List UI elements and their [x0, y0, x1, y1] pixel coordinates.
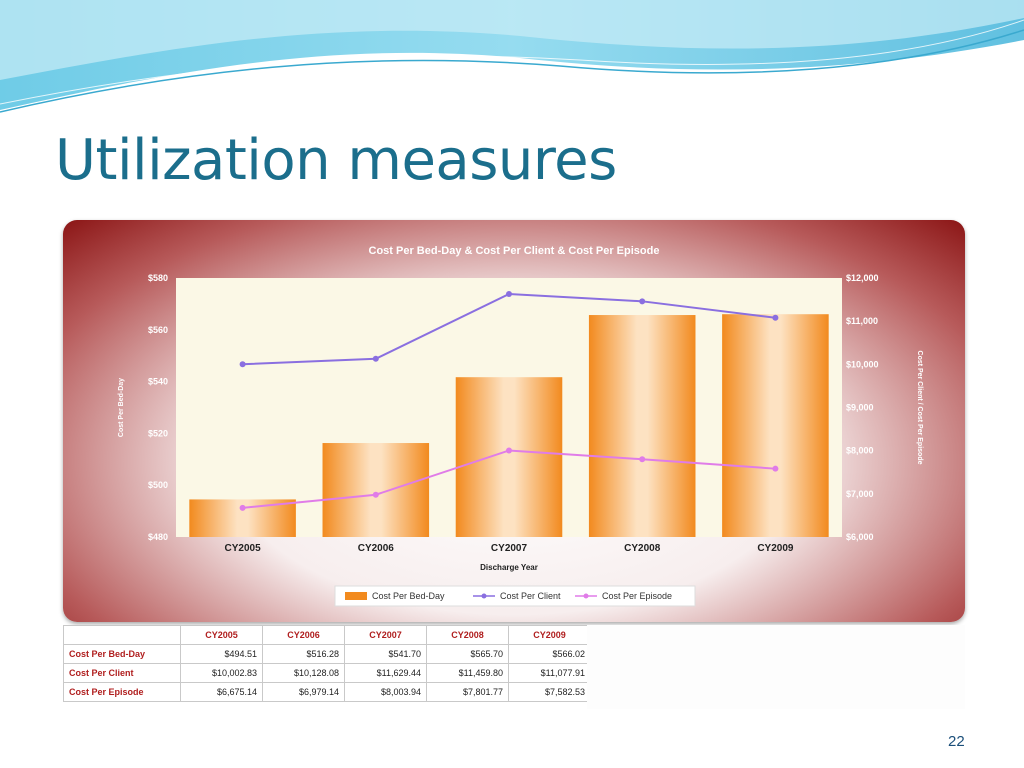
x-tick-label: CY2008	[624, 543, 661, 554]
bar	[588, 315, 696, 537]
table-blank-area	[587, 625, 965, 709]
y2-axis-label: Cost Per Client / Cost Per Episode	[916, 351, 923, 465]
legend-swatch-marker	[583, 593, 589, 599]
y2-tick-label: $12,000	[846, 273, 879, 283]
y-axis-label: Cost Per Bed-Day	[118, 378, 125, 437]
y-tick-label: $480	[148, 532, 168, 542]
legend-label: Cost Per Episode	[602, 591, 672, 601]
chart-panel: Cost Per Bed-Day & Cost Per Client & Cos…	[63, 220, 965, 622]
table-cell: $7,582.53	[508, 682, 591, 702]
chart-title: Cost Per Bed-Day & Cost Per Client & Cos…	[369, 245, 660, 257]
y2-tick-label: $8,000	[846, 446, 874, 456]
table-header-cell: CY2008	[426, 625, 509, 645]
table-header-row: CY2005 CY2006 CY2007 CY2008 CY2009	[63, 625, 591, 645]
y2-tick-label: $7,000	[846, 489, 874, 499]
series-point	[239, 504, 246, 511]
legend-swatch	[345, 592, 367, 600]
table-header-cell: CY2006	[262, 625, 345, 645]
table-cell: $566.02	[508, 644, 591, 664]
x-tick-label: CY2005	[225, 543, 262, 554]
table-cell: $11,077.91	[508, 663, 591, 683]
table-cell: $6,979.14	[262, 682, 345, 702]
series-point	[772, 465, 779, 472]
y2-tick-label: $6,000	[846, 532, 874, 542]
x-tick-label: CY2006	[358, 543, 395, 554]
series-point	[506, 447, 512, 454]
bar	[322, 443, 430, 537]
x-axis-label: Discharge Year	[480, 563, 538, 572]
table-row: Cost Per Bed-Day $494.51 $516.28 $541.70…	[63, 644, 591, 664]
x-tick-label: CY2007	[491, 543, 528, 554]
series-point	[372, 491, 379, 498]
y-tick-label: $500	[148, 480, 168, 490]
header-wave-decoration	[0, 0, 1024, 113]
slide-title: Utilization measures	[55, 128, 617, 193]
table-row-label: Cost Per Client	[63, 663, 181, 683]
bar	[722, 314, 829, 537]
table-cell: $10,128.08	[262, 663, 345, 683]
y2-tick-label: $10,000	[846, 359, 879, 369]
table-cell: $541.70	[344, 644, 427, 664]
table-cell: $494.51	[180, 644, 263, 664]
table-cell: $8,003.94	[344, 682, 427, 702]
y-tick-label: $560	[148, 325, 168, 335]
table-cell: $11,459.80	[426, 663, 509, 683]
legend-box	[334, 585, 696, 607]
y-tick-label: $540	[148, 377, 168, 387]
table-corner-cell	[63, 625, 181, 645]
bar	[455, 377, 563, 537]
data-table: CY2005 CY2006 CY2007 CY2008 CY2009 Cost …	[63, 625, 591, 702]
table-cell: $10,002.83	[180, 663, 263, 683]
table-cell: $6,675.14	[180, 682, 263, 702]
table-row-label: Cost Per Bed-Day	[63, 644, 181, 664]
series-point	[372, 355, 379, 362]
combo-chart: Cost Per Bed-Day & Cost Per Client & Cos…	[118, 245, 923, 607]
table-row: Cost Per Client $10,002.83 $10,128.08 $1…	[63, 663, 591, 683]
legend-swatch-marker	[481, 593, 487, 599]
series-point	[772, 314, 779, 321]
legend-label: Cost Per Client	[500, 591, 561, 601]
page-number: 22	[948, 733, 965, 750]
table-cell: $565.70	[426, 644, 509, 664]
series-point	[239, 361, 246, 368]
series-point	[639, 456, 646, 463]
legend-label: Cost Per Bed-Day	[372, 591, 445, 601]
x-tick-label: CY2009	[757, 543, 794, 554]
table-header-cell: CY2005	[180, 625, 263, 645]
y-tick-label: $580	[148, 273, 168, 283]
table-cell: $516.28	[262, 644, 345, 664]
table-row: Cost Per Episode $6,675.14 $6,979.14 $8,…	[63, 682, 591, 702]
table-row-label: Cost Per Episode	[63, 682, 181, 702]
table-cell: $7,801.77	[426, 682, 509, 702]
y2-tick-label: $9,000	[846, 403, 874, 413]
series-point	[639, 298, 646, 305]
y-tick-label: $520	[148, 428, 168, 438]
table-header-cell: CY2009	[508, 625, 591, 645]
series-point	[506, 290, 512, 297]
table-cell: $11,629.44	[344, 663, 427, 683]
y2-tick-label: $11,000	[846, 316, 878, 326]
table-header-cell: CY2007	[344, 625, 427, 645]
